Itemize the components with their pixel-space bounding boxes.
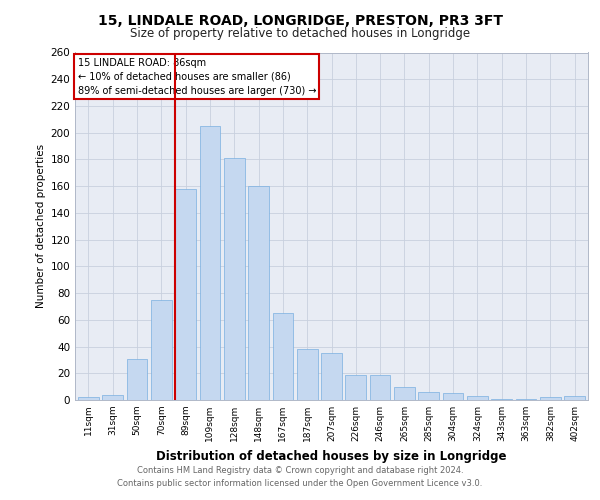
Bar xyxy=(103,394,123,400)
Bar xyxy=(515,398,536,400)
Bar xyxy=(200,126,220,400)
Bar xyxy=(540,398,560,400)
Text: 15 LINDALE ROAD: 86sqm
← 10% of detached houses are smaller (86)
89% of semi-det: 15 LINDALE ROAD: 86sqm ← 10% of detached… xyxy=(77,58,316,96)
Bar xyxy=(346,374,366,400)
Bar xyxy=(564,396,585,400)
X-axis label: Distribution of detached houses by size in Longridge: Distribution of detached houses by size … xyxy=(156,450,507,462)
Bar xyxy=(467,396,488,400)
Bar xyxy=(175,189,196,400)
Bar xyxy=(443,394,463,400)
Bar xyxy=(394,386,415,400)
Bar xyxy=(370,374,391,400)
Bar xyxy=(321,353,342,400)
Bar xyxy=(491,398,512,400)
Text: Size of property relative to detached houses in Longridge: Size of property relative to detached ho… xyxy=(130,28,470,40)
Bar xyxy=(78,398,99,400)
Y-axis label: Number of detached properties: Number of detached properties xyxy=(36,144,46,308)
Bar xyxy=(127,358,148,400)
Bar xyxy=(297,349,317,400)
Bar xyxy=(248,186,269,400)
Bar xyxy=(272,313,293,400)
Text: Contains HM Land Registry data © Crown copyright and database right 2024.
Contai: Contains HM Land Registry data © Crown c… xyxy=(118,466,482,487)
Bar xyxy=(224,158,245,400)
Text: 15, LINDALE ROAD, LONGRIDGE, PRESTON, PR3 3FT: 15, LINDALE ROAD, LONGRIDGE, PRESTON, PR… xyxy=(97,14,503,28)
Bar xyxy=(151,300,172,400)
Bar xyxy=(418,392,439,400)
